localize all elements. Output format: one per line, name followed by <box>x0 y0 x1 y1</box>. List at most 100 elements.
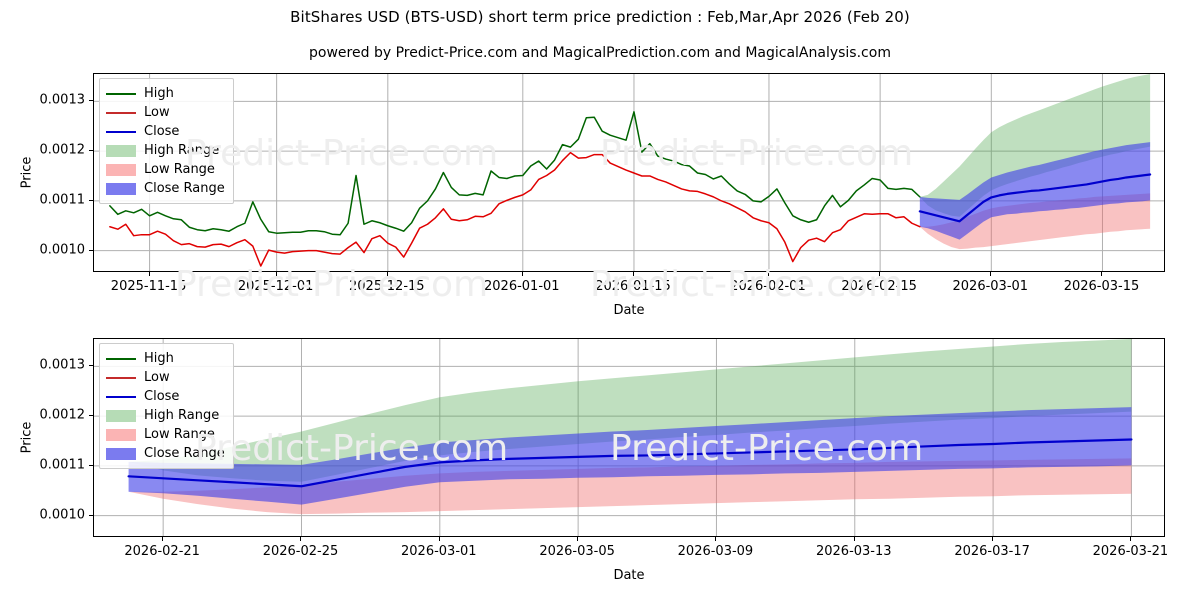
legend-swatch-low-icon <box>106 106 136 120</box>
x-tick-label: 2025-12-01 <box>237 279 314 294</box>
x-tick-label: 2026-01-01 <box>484 279 560 294</box>
x-tick-mark <box>767 272 769 276</box>
y-tick-mark <box>89 365 93 367</box>
legend-label: High Range <box>144 142 220 158</box>
x-tick-mark <box>386 272 388 276</box>
legend-swatch-low-range-icon <box>106 163 136 177</box>
legend-swatch-high-range-icon <box>106 144 136 158</box>
legend-marker <box>106 182 136 195</box>
legend-marker <box>106 130 136 133</box>
legend-swatch-close-range-icon <box>106 182 136 196</box>
x-tick-label: 2026-03-15 <box>1063 279 1140 294</box>
y-tick-label: 0.0011 <box>39 457 86 473</box>
legend-swatch-high-icon <box>106 87 136 101</box>
page-title: BitShares USD (BTS-USD) short term price… <box>290 8 910 26</box>
x-tick-label: 2026-03-09 <box>677 544 754 559</box>
x-tick-label: 2026-03-17 <box>954 544 1030 559</box>
legend-swatch-low-range-icon <box>106 428 136 442</box>
y-tick-label: 0.0010 <box>39 242 86 258</box>
legend-item-low[interactable]: Low <box>106 368 225 387</box>
legend-item-close-range[interactable]: Close Range <box>106 444 225 463</box>
legend-marker <box>106 376 136 379</box>
y-tick-mark <box>89 415 93 417</box>
x-tick-label: 2026-01-15 <box>595 279 671 294</box>
y-tick-label: 0.0010 <box>39 507 86 523</box>
legend-label: Low Range <box>144 426 215 442</box>
bottom-chart-panel <box>93 338 1165 537</box>
x-tick-mark <box>577 537 579 541</box>
bottom-plot-svg <box>94 339 1164 536</box>
x-tick-mark <box>715 537 717 541</box>
legend-item-high-range[interactable]: High Range <box>106 406 225 425</box>
y-tick-mark <box>89 199 93 201</box>
y-tick-label: 0.0011 <box>39 192 86 208</box>
x-tick-label: 2026-03-01 <box>401 544 477 559</box>
x-tick-mark <box>1101 272 1103 276</box>
legend-marker <box>106 357 136 360</box>
top-chart-panel <box>93 73 1165 272</box>
x-tick-mark <box>632 272 634 276</box>
top-plot-svg <box>94 74 1164 271</box>
legend-swatch-close-icon <box>106 125 136 139</box>
y-tick-mark <box>89 464 93 466</box>
top-plot-area <box>93 73 1165 272</box>
bottom-plot-area <box>93 338 1165 537</box>
x-tick-label: 2025-12-15 <box>349 279 425 294</box>
legend-swatch-high-icon <box>106 352 136 366</box>
legend-item-low-range[interactable]: Low Range <box>106 425 225 444</box>
x-tick-label: 2026-03-21 <box>1092 544 1169 559</box>
y-tick-label: 0.0012 <box>39 407 86 423</box>
x-tick-mark <box>275 272 277 276</box>
legend-item-close[interactable]: Close <box>106 387 225 406</box>
x-tick-label: 2025-11-15 <box>110 279 187 294</box>
legend-label: Low <box>144 369 170 385</box>
legend-label: High <box>144 350 174 366</box>
x-tick-mark <box>148 272 150 276</box>
x-tick-mark <box>879 272 881 276</box>
legend-item-high[interactable]: High <box>106 84 225 103</box>
legend-item-low-range[interactable]: Low Range <box>106 160 225 179</box>
y-tick-label: 0.0013 <box>39 92 86 108</box>
x-tick-mark <box>300 537 302 541</box>
x-tick-mark <box>853 537 855 541</box>
x-tick-mark <box>990 272 992 276</box>
x-tick-label: 2026-02-21 <box>124 544 200 559</box>
x-tick-label: 2026-03-05 <box>539 544 615 559</box>
legend-label: High <box>144 85 174 101</box>
x-tick-mark <box>992 537 994 541</box>
top-y-axis-label: Price <box>19 156 35 189</box>
legend-marker <box>106 111 136 114</box>
legend-item-high-range[interactable]: High Range <box>106 141 225 160</box>
legend-swatch-close-range-icon <box>106 447 136 461</box>
x-tick-label: 2026-03-01 <box>952 279 1029 294</box>
legend-marker <box>106 409 136 422</box>
x-tick-label: 2026-03-13 <box>815 544 892 559</box>
bottom-x-axis-label: Date <box>613 568 645 583</box>
y-tick-mark <box>89 514 93 516</box>
legend-swatch-high-range-icon <box>106 409 136 423</box>
legend-item-close[interactable]: Close <box>106 122 225 141</box>
x-tick-label: 2026-02-15 <box>841 279 917 294</box>
legend-marker <box>106 144 136 157</box>
y-tick-label: 0.0013 <box>39 357 86 373</box>
x-tick-mark <box>438 537 440 541</box>
top-legend: High Low Close High Range Low Range Close Ran… <box>99 78 234 204</box>
legend-marker <box>106 163 136 176</box>
legend-item-high[interactable]: High <box>106 349 225 368</box>
legend-label: Close <box>144 388 180 404</box>
x-tick-mark <box>521 272 523 276</box>
top-x-axis-label: Date <box>613 303 645 318</box>
legend-label: Close Range <box>144 180 225 196</box>
x-tick-mark <box>1130 537 1132 541</box>
legend-marker <box>106 395 136 398</box>
legend-item-close-range[interactable]: Close Range <box>106 179 225 198</box>
legend-label: Close <box>144 123 180 139</box>
legend-item-low[interactable]: Low <box>106 103 225 122</box>
x-tick-label: 2026-02-01 <box>730 279 806 294</box>
y-tick-mark <box>89 100 93 102</box>
x-tick-label: 2026-02-25 <box>262 544 339 559</box>
page-subtitle: powered by Predict-Price.com and Magical… <box>309 45 891 61</box>
y-tick-label: 0.0012 <box>39 142 86 158</box>
legend-label: Close Range <box>144 445 225 461</box>
